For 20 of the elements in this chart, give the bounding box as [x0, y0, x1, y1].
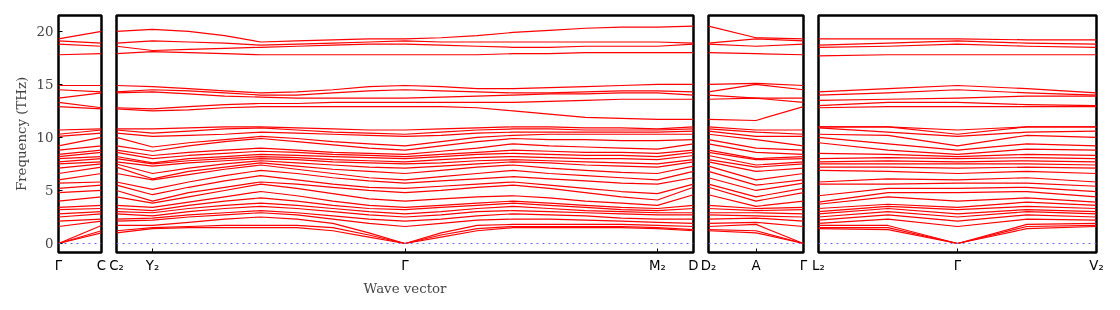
x-tick-label: Γ [799, 257, 808, 273]
x-tick-label: Γ [953, 257, 962, 273]
x-tick-label: Γ [54, 257, 63, 273]
y-tick-label: 5 [45, 183, 54, 199]
x-axis-title: Wave vector [363, 280, 448, 296]
x-tick-label: D₂ [700, 257, 717, 273]
y-tick-label: 0 [45, 236, 54, 252]
x-tick-label: A [751, 257, 761, 273]
x-tick-label: C₂ [109, 257, 124, 273]
y-tick-label: 15 [36, 77, 54, 93]
x-tick-label: V₂ [1089, 257, 1104, 273]
x-tick-label: L₂ [812, 257, 825, 273]
y-axis-title: Frequency (THz) [13, 76, 29, 192]
x-tick-label: Γ [401, 257, 410, 273]
x-tick-label: M₂ [649, 257, 666, 273]
x-tick-label: D [688, 257, 699, 273]
y-tick-label: 20 [36, 24, 54, 40]
x-tick-label: Y₂ [144, 257, 160, 273]
x-tick-label: C [96, 257, 107, 273]
y-tick-label: 10 [36, 130, 54, 146]
